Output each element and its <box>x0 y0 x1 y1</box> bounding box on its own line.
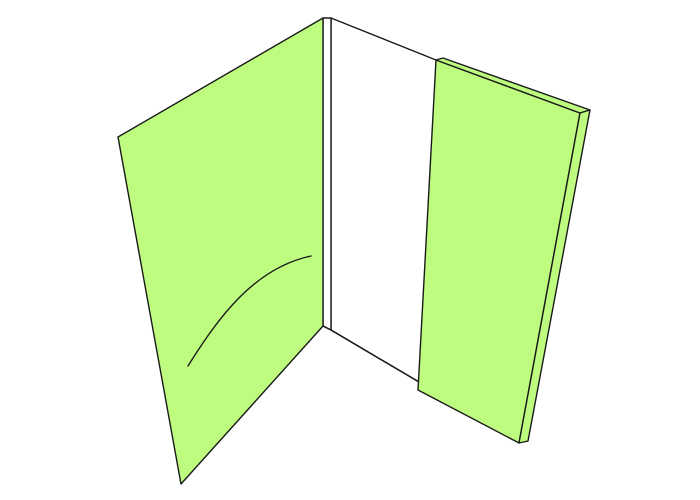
insert-sheet-side-edge <box>518 109 591 444</box>
spine <box>322 17 332 331</box>
pocket-curve <box>187 255 312 367</box>
left-cover-panel <box>117 17 324 485</box>
bottom-fold-line <box>322 325 420 383</box>
